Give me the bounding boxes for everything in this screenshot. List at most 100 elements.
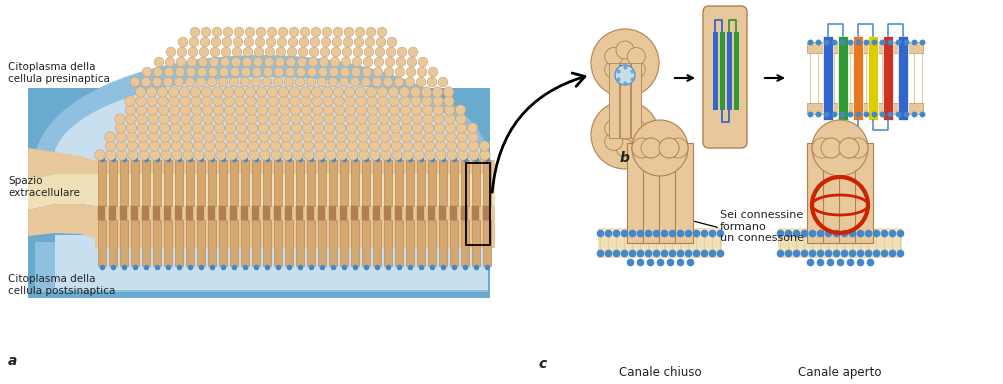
FancyArrowPatch shape (491, 73, 584, 192)
Circle shape (160, 150, 172, 160)
Circle shape (310, 37, 320, 47)
Circle shape (336, 150, 347, 160)
Circle shape (335, 123, 345, 133)
Bar (120, 160, 127, 206)
Circle shape (259, 132, 269, 142)
Circle shape (188, 47, 198, 57)
Circle shape (169, 87, 179, 97)
Circle shape (400, 114, 411, 124)
Circle shape (412, 123, 422, 133)
Circle shape (247, 114, 257, 124)
Bar (838, 36, 848, 120)
Circle shape (232, 47, 242, 57)
Circle shape (190, 27, 200, 37)
Circle shape (479, 150, 489, 160)
Bar (362, 160, 370, 206)
Bar (450, 206, 457, 220)
Circle shape (366, 96, 377, 106)
Bar (340, 220, 348, 266)
Circle shape (182, 132, 192, 142)
Circle shape (263, 67, 273, 77)
Bar (405, 220, 413, 266)
Circle shape (274, 67, 284, 77)
Bar (438, 220, 446, 266)
Circle shape (455, 114, 465, 124)
Bar (109, 220, 117, 266)
Bar (608, 63, 618, 138)
Circle shape (126, 132, 137, 142)
Circle shape (355, 87, 365, 97)
Bar (95, 220, 494, 234)
Circle shape (157, 87, 168, 97)
Bar (733, 32, 738, 110)
Circle shape (373, 67, 382, 77)
Circle shape (363, 57, 372, 67)
Circle shape (366, 87, 376, 97)
Circle shape (158, 105, 169, 115)
Text: c: c (538, 357, 546, 371)
Circle shape (257, 96, 267, 106)
Polygon shape (55, 77, 479, 160)
Bar (252, 220, 260, 266)
Circle shape (312, 96, 322, 106)
Circle shape (341, 57, 350, 67)
Bar (777, 228, 901, 258)
Circle shape (268, 105, 279, 115)
Circle shape (226, 141, 237, 151)
Circle shape (291, 123, 301, 133)
Circle shape (303, 132, 313, 142)
Circle shape (300, 87, 310, 97)
Bar (882, 36, 892, 120)
Circle shape (466, 123, 477, 133)
Circle shape (314, 132, 324, 142)
Bar (164, 206, 172, 220)
Circle shape (333, 87, 343, 97)
FancyBboxPatch shape (702, 6, 746, 148)
Circle shape (667, 138, 687, 158)
Circle shape (196, 77, 206, 87)
Circle shape (364, 47, 373, 57)
Bar (642, 143, 660, 243)
Circle shape (432, 96, 442, 106)
Circle shape (372, 77, 381, 87)
Bar (416, 220, 424, 266)
Circle shape (236, 123, 247, 133)
Circle shape (201, 87, 212, 97)
Bar (95, 234, 494, 248)
Circle shape (180, 87, 190, 97)
Bar (373, 220, 380, 266)
Circle shape (246, 105, 257, 115)
Circle shape (257, 105, 268, 115)
Circle shape (212, 87, 223, 97)
Circle shape (189, 37, 199, 47)
Bar (230, 160, 238, 206)
Circle shape (292, 132, 302, 142)
Bar (362, 220, 370, 266)
Circle shape (347, 150, 358, 160)
Circle shape (94, 150, 105, 160)
Bar (242, 206, 249, 220)
Bar (296, 206, 303, 220)
Circle shape (226, 132, 236, 142)
Bar (427, 220, 435, 266)
Circle shape (147, 114, 158, 124)
Circle shape (227, 150, 237, 160)
Circle shape (335, 132, 346, 142)
Bar (383, 160, 391, 206)
Circle shape (223, 27, 233, 37)
Circle shape (289, 87, 300, 97)
Circle shape (233, 37, 243, 47)
Bar (608, 63, 618, 138)
Bar (307, 206, 314, 220)
Circle shape (376, 37, 385, 47)
Circle shape (148, 132, 159, 142)
Circle shape (245, 87, 256, 97)
Circle shape (204, 132, 214, 142)
Circle shape (631, 138, 651, 158)
Circle shape (358, 141, 368, 151)
Bar (395, 206, 402, 220)
Bar (384, 206, 391, 220)
Circle shape (354, 37, 363, 47)
Bar (472, 206, 479, 220)
Circle shape (225, 123, 236, 133)
